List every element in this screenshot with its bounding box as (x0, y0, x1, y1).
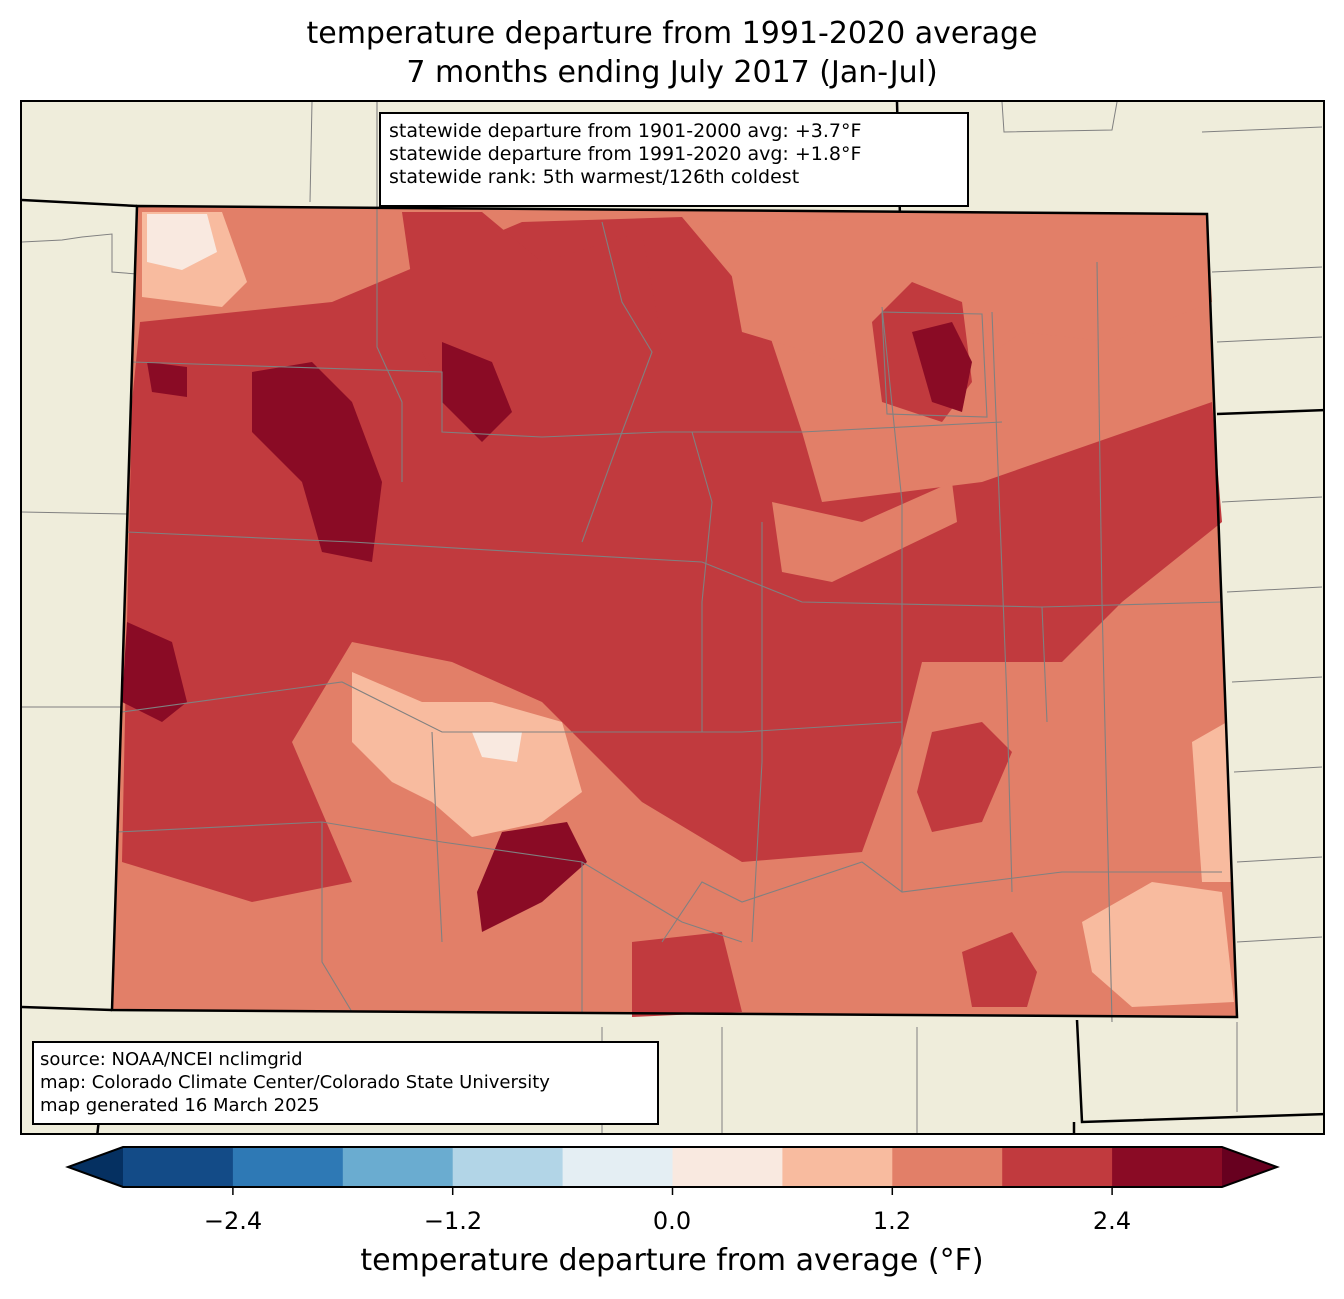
field-0.6-1.2-b (352, 672, 582, 837)
field-2.4-3.0-d (147, 362, 187, 397)
colorado-state-border (110, 204, 1239, 1019)
colorbar-cell (672, 1147, 783, 1187)
colorbar-label: temperature departure from average (°F) (360, 1243, 984, 1278)
colorbar-cell (1002, 1147, 1113, 1187)
colorbar-outline (65, 1146, 1280, 1188)
field-1.2-1.8-b (722, 214, 1212, 402)
field-1.2-1.8-c (772, 482, 957, 582)
county-lines (116, 102, 1223, 1023)
colorbar-cell (782, 1147, 893, 1187)
field-2.4-3.0-a (912, 322, 972, 412)
map-panel: statewide departure from 1901-2000 avg: … (20, 100, 1325, 1135)
info-1991-2020-departure: statewide departure from 1991-2020 avg: … (389, 143, 862, 165)
info-1901-2000-departure: statewide departure from 1901-2000 avg: … (389, 120, 862, 142)
colorbar-tick-label: −2.4 (203, 1207, 263, 1235)
field-1.8-2.4-e (962, 932, 1037, 1007)
colorbar-tick-label: 1.2 (872, 1207, 912, 1235)
field-1.8-2.4-f (632, 932, 742, 1017)
colorbar-cell (892, 1147, 1003, 1187)
colorbar-tick-label: 2.4 (1092, 1207, 1132, 1235)
colorbar-cell (232, 1147, 344, 1187)
colorado-map (22, 102, 1323, 1133)
field-0.6-1.2-c (1082, 882, 1234, 1007)
source-line: source: NOAA/NCEI nclimgrid (40, 1049, 303, 1070)
field-1.8-2.4 (122, 217, 1222, 902)
field-2.4-3.0-f (477, 822, 587, 932)
field-2.4-3.0-c (442, 342, 512, 442)
colorbar-cell (342, 1147, 454, 1187)
field-0.0-0.6-a (147, 214, 217, 270)
colorbar-extend-low (68, 1147, 123, 1187)
source-box: source: NOAA/NCEI nclimgrid map: Colorad… (32, 1041, 659, 1125)
map-title-line1: temperature departure from 1991-2020 ave… (306, 16, 1038, 51)
colorbar (65, 1146, 1280, 1195)
field-2.4-3.0-b (252, 362, 382, 562)
info-statewide-rank: statewide rank: 5th warmest/126th coldes… (389, 166, 800, 188)
field-1.8-2.4-d (917, 722, 1012, 832)
colorbar-cell (1112, 1147, 1223, 1187)
colorbar-extend-high (1222, 1147, 1277, 1187)
colorbar-cell (123, 1147, 234, 1187)
temperature-field (112, 206, 1237, 1017)
map-title-line2: 7 months ending July 2017 (Jan-Jul) (406, 55, 938, 90)
colorbar-cell (562, 1147, 673, 1187)
neighbor-county-lines (22, 102, 1323, 1133)
field-0.6-1.2-d (1192, 722, 1232, 882)
colorbar-tick-label: 0.0 (652, 1207, 692, 1235)
field-0.0-0.6-b (472, 732, 522, 762)
map-credit-line: map: Colorado Climate Center/Colorado St… (40, 1072, 550, 1093)
field-2.4-3.0-e (122, 622, 187, 722)
colorbar-cell (452, 1147, 564, 1187)
generated-date-line: map generated 16 March 2025 (40, 1095, 320, 1116)
colorbar-tick-label: −1.2 (423, 1207, 483, 1235)
statewide-info-box: statewide departure from 1901-2000 avg: … (379, 112, 969, 207)
